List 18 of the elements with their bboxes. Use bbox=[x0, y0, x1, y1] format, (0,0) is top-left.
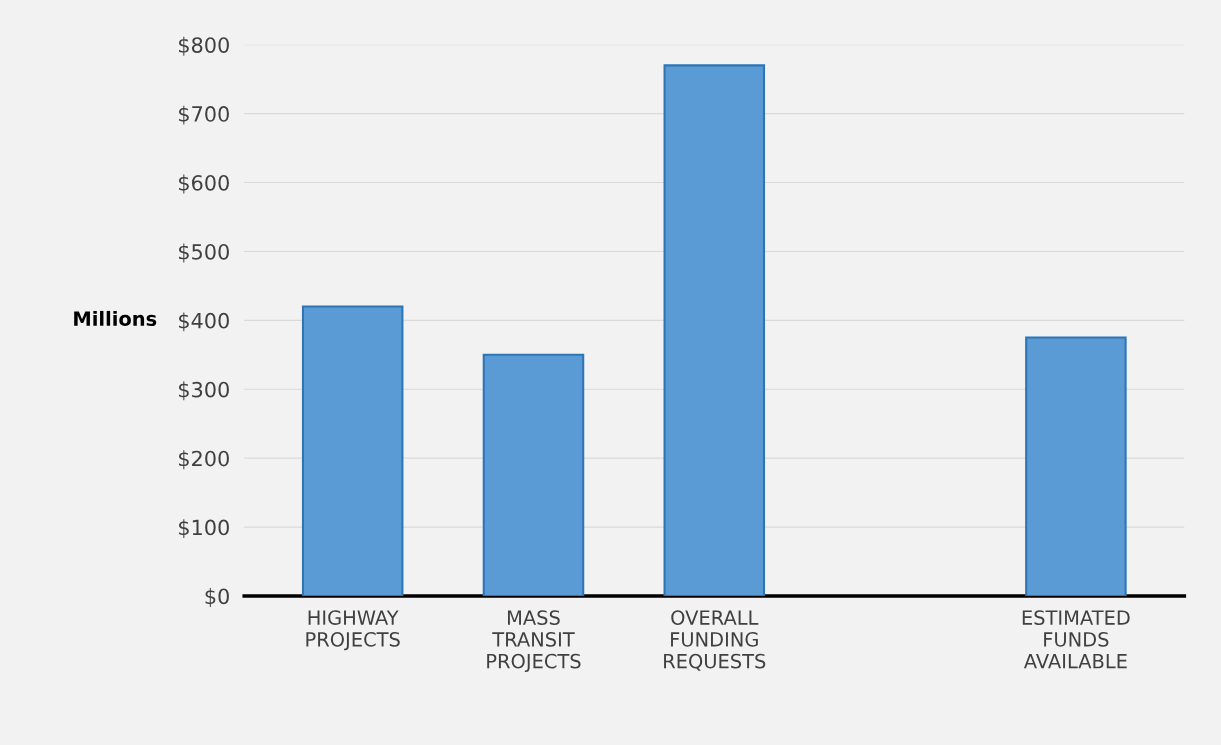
y-tick-label: $100 bbox=[179, 519, 229, 539]
y-tick-label: $800 bbox=[179, 36, 229, 56]
x-tick-label: OVERALL FUNDING REQUESTS bbox=[664, 610, 766, 671]
y-tick-label: $300 bbox=[179, 381, 229, 401]
y-axis-title: Millions bbox=[74, 310, 157, 326]
x-tick-label: ESTIMATED FUNDS AVAILABLE bbox=[1022, 610, 1130, 669]
y-tick-label: $500 bbox=[179, 243, 229, 263]
bar bbox=[663, 64, 766, 596]
x-tick-label: HIGHWAY PROJECTS bbox=[306, 610, 400, 651]
y-tick-label: $400 bbox=[179, 312, 229, 332]
y-tick-label: $600 bbox=[179, 174, 229, 194]
bar bbox=[482, 353, 585, 596]
y-tick-label: $700 bbox=[179, 105, 229, 125]
bar bbox=[1025, 336, 1127, 596]
y-tick-label: $200 bbox=[179, 450, 229, 470]
x-tick-label: MASS TRANSIT PROJECTS bbox=[487, 610, 581, 673]
y-tick-label: $0 bbox=[205, 588, 229, 607]
bar bbox=[301, 305, 404, 596]
